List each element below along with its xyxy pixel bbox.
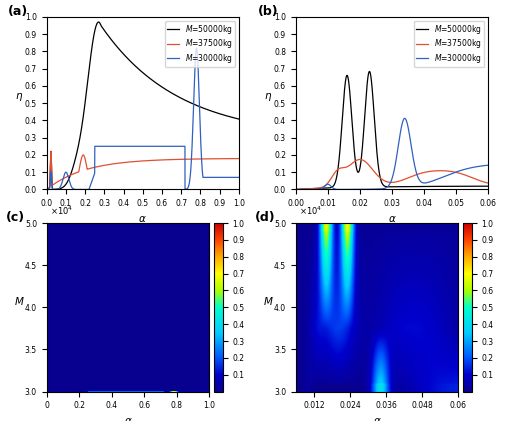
X-axis label: $\alpha$: $\alpha$ bbox=[388, 214, 396, 224]
$\mathit{M}$=30000kg bbox=[479, 163, 485, 168]
Y-axis label: $M$: $M$ bbox=[14, 295, 24, 307]
$\mathit{M}$=30000kg bbox=[86, 187, 92, 192]
$\mathit{M}$=37500kg bbox=[236, 156, 242, 161]
$\mathit{M}$=37500kg bbox=[357, 157, 363, 162]
$\mathit{M}$=37500kg bbox=[126, 160, 132, 165]
$\mathit{M}$=30000kg bbox=[303, 187, 309, 192]
Line: $\mathit{M}$=30000kg: $\mathit{M}$=30000kg bbox=[47, 48, 239, 189]
$\mathit{M}$=50000kg bbox=[479, 184, 485, 189]
$\mathit{M}$=30000kg bbox=[236, 175, 242, 180]
$\mathit{M}$=30000kg bbox=[65, 176, 72, 181]
$\mathit{M}$=37500kg bbox=[77, 162, 83, 167]
$\mathit{M}$=50000kg bbox=[77, 135, 83, 140]
Y-axis label: $\eta$: $\eta$ bbox=[264, 91, 272, 103]
Text: (c): (c) bbox=[6, 211, 25, 224]
$\mathit{M}$=37500kg bbox=[117, 160, 124, 165]
$\mathit{M}$=30000kg bbox=[44, 187, 50, 192]
$\mathit{M}$=30000kg bbox=[126, 144, 132, 149]
$\mathit{M}$=37500kg bbox=[485, 181, 491, 186]
$\mathit{M}$=37500kg bbox=[232, 156, 238, 161]
$\mathit{M}$=37500kg bbox=[293, 187, 299, 192]
$\mathit{M}$=37500kg bbox=[479, 179, 485, 184]
$\mathit{M}$=30000kg bbox=[386, 182, 392, 187]
$\mathit{M}$=50000kg bbox=[236, 117, 242, 122]
$\mathit{M}$=50000kg bbox=[444, 184, 450, 189]
Line: $\mathit{M}$=50000kg: $\mathit{M}$=50000kg bbox=[47, 22, 239, 189]
$\mathit{M}$=30000kg bbox=[232, 175, 238, 180]
Line: $\mathit{M}$=37500kg: $\mathit{M}$=37500kg bbox=[47, 152, 239, 189]
$\mathit{M}$=30000kg bbox=[479, 163, 485, 168]
$\mathit{M}$=30000kg bbox=[194, 45, 200, 51]
$\mathit{M}$=50000kg bbox=[366, 69, 373, 74]
$\mathit{M}$=30000kg bbox=[77, 187, 83, 192]
$\mathit{M}$=30000kg bbox=[381, 186, 387, 191]
X-axis label: $\alpha$: $\alpha$ bbox=[124, 416, 132, 421]
$\mathit{M}$=50000kg bbox=[381, 183, 387, 188]
Y-axis label: $M$: $M$ bbox=[263, 295, 274, 307]
$\mathit{M}$=37500kg bbox=[65, 173, 72, 179]
$\mathit{M}$=37500kg bbox=[44, 187, 50, 192]
$\mathit{M}$=50000kg bbox=[303, 187, 309, 192]
$\mathit{M}$=30000kg bbox=[293, 187, 299, 192]
Text: $\times10^4$: $\times10^4$ bbox=[299, 204, 322, 217]
Y-axis label: $\eta$: $\eta$ bbox=[15, 91, 23, 103]
$\mathit{M}$=50000kg bbox=[232, 116, 238, 121]
X-axis label: $\alpha$: $\alpha$ bbox=[373, 416, 381, 421]
Text: (b): (b) bbox=[257, 5, 278, 18]
Text: (d): (d) bbox=[255, 211, 276, 224]
$\mathit{M}$=30000kg bbox=[117, 144, 124, 149]
$\mathit{M}$=30000kg bbox=[211, 175, 217, 180]
$\mathit{M}$=50000kg bbox=[126, 57, 132, 62]
$\mathit{M}$=50000kg bbox=[44, 187, 50, 192]
$\mathit{M}$=50000kg bbox=[386, 184, 392, 189]
$\mathit{M}$=50000kg bbox=[211, 109, 217, 115]
$\mathit{M}$=37500kg bbox=[386, 180, 392, 185]
Legend: $\mathit{M}$=50000kg, $\mathit{M}$=37500kg, $\mathit{M}$=30000kg: $\mathit{M}$=50000kg, $\mathit{M}$=37500… bbox=[165, 21, 235, 67]
$\mathit{M}$=50000kg bbox=[95, 19, 102, 24]
$\mathit{M}$=37500kg bbox=[303, 187, 309, 192]
$\mathit{M}$=50000kg bbox=[65, 177, 72, 182]
$\mathit{M}$=50000kg bbox=[485, 184, 491, 189]
$\mathit{M}$=37500kg bbox=[444, 168, 450, 173]
Text: $\times10^4$: $\times10^4$ bbox=[50, 204, 73, 217]
$\mathit{M}$=37500kg bbox=[381, 178, 387, 183]
$\mathit{M}$=37500kg bbox=[211, 156, 217, 161]
$\mathit{M}$=50000kg bbox=[479, 184, 485, 189]
$\mathit{M}$=37500kg bbox=[479, 179, 485, 184]
Line: $\mathit{M}$=50000kg: $\mathit{M}$=50000kg bbox=[296, 72, 488, 189]
X-axis label: $\alpha$: $\alpha$ bbox=[139, 214, 147, 224]
$\mathit{M}$=30000kg bbox=[402, 116, 408, 121]
Legend: $\mathit{M}$=50000kg, $\mathit{M}$=37500kg, $\mathit{M}$=30000kg: $\mathit{M}$=50000kg, $\mathit{M}$=37500… bbox=[414, 21, 484, 67]
$\mathit{M}$=37500kg bbox=[48, 149, 54, 154]
$\mathit{M}$=30000kg bbox=[485, 163, 491, 168]
$\mathit{M}$=50000kg bbox=[117, 48, 124, 53]
$\mathit{M}$=30000kg bbox=[444, 173, 450, 178]
Line: $\mathit{M}$=30000kg: $\mathit{M}$=30000kg bbox=[296, 118, 488, 189]
Line: $\mathit{M}$=37500kg: $\mathit{M}$=37500kg bbox=[296, 160, 488, 189]
Text: (a): (a) bbox=[8, 5, 29, 18]
$\mathit{M}$=50000kg bbox=[293, 187, 299, 192]
